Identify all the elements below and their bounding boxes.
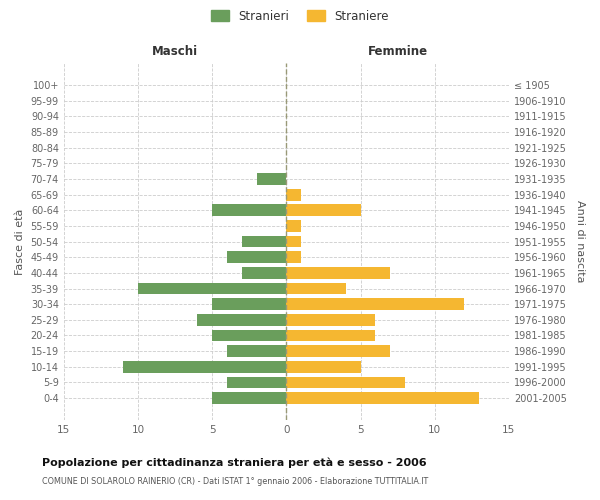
Legend: Stranieri, Straniere: Stranieri, Straniere bbox=[206, 5, 394, 28]
Bar bbox=[286, 189, 301, 200]
Bar bbox=[286, 298, 464, 310]
Bar bbox=[286, 220, 301, 232]
Text: Maschi: Maschi bbox=[152, 46, 198, 59]
Bar bbox=[212, 392, 286, 404]
Bar bbox=[212, 298, 286, 310]
Bar bbox=[242, 267, 286, 279]
Bar bbox=[227, 345, 286, 357]
Bar bbox=[227, 376, 286, 388]
Bar bbox=[286, 330, 376, 342]
Bar bbox=[227, 252, 286, 263]
Bar bbox=[286, 376, 405, 388]
Bar bbox=[286, 314, 376, 326]
Bar bbox=[286, 267, 390, 279]
Bar bbox=[286, 252, 301, 263]
Text: Popolazione per cittadinanza straniera per età e sesso - 2006: Popolazione per cittadinanza straniera p… bbox=[42, 458, 427, 468]
Bar bbox=[286, 282, 346, 294]
Bar bbox=[286, 204, 361, 216]
Bar bbox=[138, 282, 286, 294]
Text: COMUNE DI SOLAROLO RAINERIO (CR) - Dati ISTAT 1° gennaio 2006 - Elaborazione TUT: COMUNE DI SOLAROLO RAINERIO (CR) - Dati … bbox=[42, 478, 428, 486]
Bar bbox=[123, 361, 286, 372]
Text: Femmine: Femmine bbox=[368, 46, 428, 59]
Bar bbox=[257, 173, 286, 185]
Bar bbox=[242, 236, 286, 248]
Bar bbox=[286, 345, 390, 357]
Bar bbox=[197, 314, 286, 326]
Bar bbox=[286, 361, 361, 372]
Bar bbox=[212, 330, 286, 342]
Bar bbox=[286, 392, 479, 404]
Y-axis label: Fasce di età: Fasce di età bbox=[15, 208, 25, 275]
Bar bbox=[212, 204, 286, 216]
Bar bbox=[286, 236, 301, 248]
Y-axis label: Anni di nascita: Anni di nascita bbox=[575, 200, 585, 283]
